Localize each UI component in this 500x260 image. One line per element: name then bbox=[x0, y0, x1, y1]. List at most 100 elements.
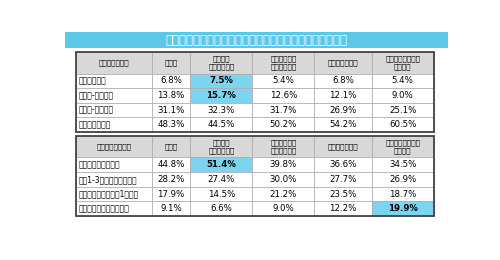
Bar bbox=[252, 172, 314, 187]
Bar bbox=[76, 52, 434, 132]
Text: 48.3%: 48.3% bbox=[158, 120, 184, 129]
Text: 7.5%: 7.5% bbox=[210, 76, 234, 85]
Bar bbox=[372, 74, 434, 88]
Text: 6.8%: 6.8% bbox=[160, 76, 182, 85]
Text: 26.9%: 26.9% bbox=[330, 106, 356, 115]
Text: 27.4%: 27.4% bbox=[208, 175, 235, 184]
Bar bbox=[314, 52, 372, 74]
Bar bbox=[252, 201, 314, 216]
Bar bbox=[152, 187, 190, 201]
Bar bbox=[372, 201, 434, 216]
Text: 9.0%: 9.0% bbox=[272, 204, 294, 213]
Text: 25.1%: 25.1% bbox=[389, 106, 416, 115]
Text: 34.5%: 34.5% bbox=[389, 160, 416, 169]
Bar bbox=[314, 201, 372, 216]
Text: 17.9%: 17.9% bbox=[158, 190, 184, 199]
Bar bbox=[314, 103, 372, 118]
Text: 27.7%: 27.7% bbox=[330, 175, 356, 184]
Bar bbox=[152, 201, 190, 216]
Bar bbox=[76, 88, 152, 103]
Bar bbox=[252, 88, 314, 103]
Text: 23.5%: 23.5% bbox=[330, 190, 356, 199]
Bar bbox=[314, 158, 372, 172]
Bar bbox=[252, 118, 314, 132]
Bar bbox=[76, 136, 152, 158]
Text: 14.5%: 14.5% bbox=[208, 190, 235, 199]
Text: 44.8%: 44.8% bbox=[158, 160, 184, 169]
Bar bbox=[152, 172, 190, 187]
Text: 月に６回以上: 月に６回以上 bbox=[79, 76, 106, 85]
Text: 12.6%: 12.6% bbox=[270, 91, 297, 100]
Bar bbox=[252, 158, 314, 172]
Text: 12.2%: 12.2% bbox=[330, 204, 356, 213]
Bar bbox=[190, 118, 252, 132]
Bar bbox=[152, 52, 190, 74]
Text: 36.6%: 36.6% bbox=[330, 160, 356, 169]
Bar bbox=[252, 136, 314, 158]
Bar bbox=[190, 187, 252, 201]
Bar bbox=[65, 32, 448, 48]
Bar bbox=[190, 52, 252, 74]
Bar bbox=[76, 158, 152, 172]
Text: 31.1%: 31.1% bbox=[158, 106, 184, 115]
Text: 5.4%: 5.4% bbox=[392, 76, 413, 85]
Bar bbox=[314, 136, 372, 158]
Bar bbox=[372, 187, 434, 201]
Bar bbox=[252, 52, 314, 74]
Bar bbox=[190, 88, 252, 103]
Bar bbox=[152, 103, 190, 118]
Text: 54.2%: 54.2% bbox=[330, 120, 356, 129]
Bar bbox=[252, 187, 314, 201]
Text: まだわからない: まだわからない bbox=[328, 60, 358, 66]
Bar bbox=[252, 103, 314, 118]
Text: 12.1%: 12.1% bbox=[330, 91, 356, 100]
Text: 住み続けたいとは
思わない: 住み続けたいとは 思わない bbox=[385, 56, 420, 70]
Bar bbox=[76, 201, 152, 216]
Text: 条件が合えば
住み続けたい: 条件が合えば 住み続けたい bbox=[270, 139, 296, 154]
Bar bbox=[76, 172, 152, 187]
Bar bbox=[76, 187, 152, 201]
Text: 住み続けたいとは
思わない: 住み続けたいとは 思わない bbox=[385, 139, 420, 154]
Bar bbox=[372, 172, 434, 187]
Text: 利用していない: 利用していない bbox=[79, 120, 111, 129]
Text: 51.4%: 51.4% bbox=[206, 160, 236, 169]
Text: 32.3%: 32.3% bbox=[208, 106, 235, 115]
Text: 21.2%: 21.2% bbox=[270, 190, 297, 199]
Bar bbox=[152, 74, 190, 88]
Bar bbox=[152, 158, 190, 172]
Bar bbox=[190, 103, 252, 118]
Bar bbox=[314, 88, 372, 103]
Text: まだわからない: まだわからない bbox=[328, 144, 358, 150]
Bar bbox=[372, 103, 434, 118]
Text: 44.5%: 44.5% bbox=[208, 120, 235, 129]
Text: 月に１-２回程度: 月に１-２回程度 bbox=[79, 106, 114, 115]
Text: 39.8%: 39.8% bbox=[270, 160, 297, 169]
Text: 31.7%: 31.7% bbox=[270, 106, 297, 115]
Text: 15.7%: 15.7% bbox=[206, 91, 236, 100]
Bar bbox=[76, 74, 152, 88]
Text: 50.2%: 50.2% bbox=[270, 120, 297, 129]
Text: ほぼ毎日会話をする: ほぼ毎日会話をする bbox=[79, 160, 120, 169]
Bar bbox=[76, 52, 152, 74]
Text: 総　計: 総 計 bbox=[164, 60, 177, 66]
Bar bbox=[76, 103, 152, 118]
Text: 18.7%: 18.7% bbox=[389, 190, 416, 199]
Bar bbox=[190, 74, 252, 88]
Bar bbox=[152, 88, 190, 103]
Bar bbox=[372, 88, 434, 103]
Bar bbox=[76, 118, 152, 132]
Bar bbox=[314, 74, 372, 88]
Bar bbox=[152, 136, 190, 158]
Text: 週に1-3日程度会話をする: 週に1-3日程度会話をする bbox=[79, 175, 138, 184]
Bar bbox=[152, 118, 190, 132]
Text: 60.5%: 60.5% bbox=[389, 120, 416, 129]
Bar bbox=[76, 136, 434, 216]
Text: 集会所利用頻度: 集会所利用頻度 bbox=[98, 60, 129, 66]
Bar bbox=[372, 52, 434, 74]
Text: 6.8%: 6.8% bbox=[332, 76, 354, 85]
Text: 条件が合えば
住み続けたい: 条件が合えば 住み続けたい bbox=[270, 56, 296, 70]
Text: 26.9%: 26.9% bbox=[389, 175, 416, 184]
Text: 継続して
住み続けたい: 継続して 住み続けたい bbox=[208, 56, 234, 70]
Text: 居住市町村への今後の居住意向とコミュニティ指標の関連: 居住市町村への今後の居住意向とコミュニティ指標の関連 bbox=[165, 34, 347, 47]
Text: 9.1%: 9.1% bbox=[160, 204, 182, 213]
